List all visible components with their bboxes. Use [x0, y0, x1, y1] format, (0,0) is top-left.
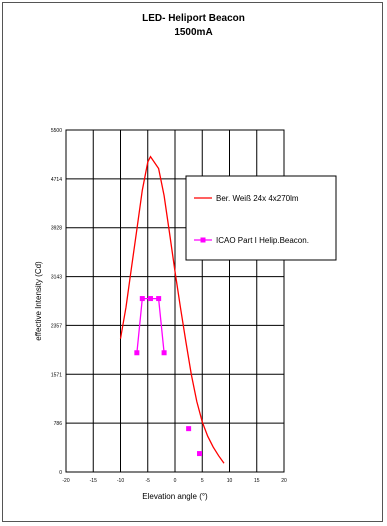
series-1-point [156, 296, 162, 302]
legend-label: Ber. Weiß 24x 4x270lm [216, 194, 299, 203]
legend-label: ICAO Part I Helip.Beacon. [216, 236, 309, 245]
y-tick-label: 0 [59, 470, 62, 476]
x-tick-label: 15 [254, 478, 260, 484]
y-tick-label: 3143 [51, 275, 62, 281]
y-axis-label: effective Intensity (Cd) [34, 261, 43, 341]
series-2-point [197, 451, 203, 457]
series-1-point [147, 296, 153, 302]
x-tick-label: 0 [174, 478, 177, 484]
series-1-point [134, 350, 140, 356]
y-tick-label: 4714 [51, 177, 62, 183]
legend-box [185, 175, 337, 261]
x-tick-label: -15 [90, 478, 97, 484]
chart-title-line1: LED- Heliport Beacon [142, 13, 245, 24]
y-tick-label: 1571 [51, 372, 62, 378]
series-1-point [161, 350, 167, 356]
y-tick-label: 786 [54, 421, 63, 427]
x-tick-label: -10 [117, 478, 124, 484]
x-tick-label: -5 [146, 478, 151, 484]
x-tick-label: 5 [201, 478, 204, 484]
series-2-point [186, 426, 192, 432]
x-tick-label: 20 [281, 478, 287, 484]
y-tick-label: 2357 [51, 323, 62, 329]
chart-title-line2: 1500mA [174, 27, 213, 38]
x-tick-label: -20 [62, 478, 69, 484]
y-tick-label: 5500 [51, 128, 62, 134]
series-1-point [139, 296, 145, 302]
y-tick-label: 3928 [51, 226, 62, 232]
x-tick-label: 10 [227, 478, 233, 484]
series-0-line [119, 155, 225, 464]
legend-swatch-marker [200, 237, 206, 243]
x-axis-label: Elevation angle (°) [142, 492, 208, 501]
